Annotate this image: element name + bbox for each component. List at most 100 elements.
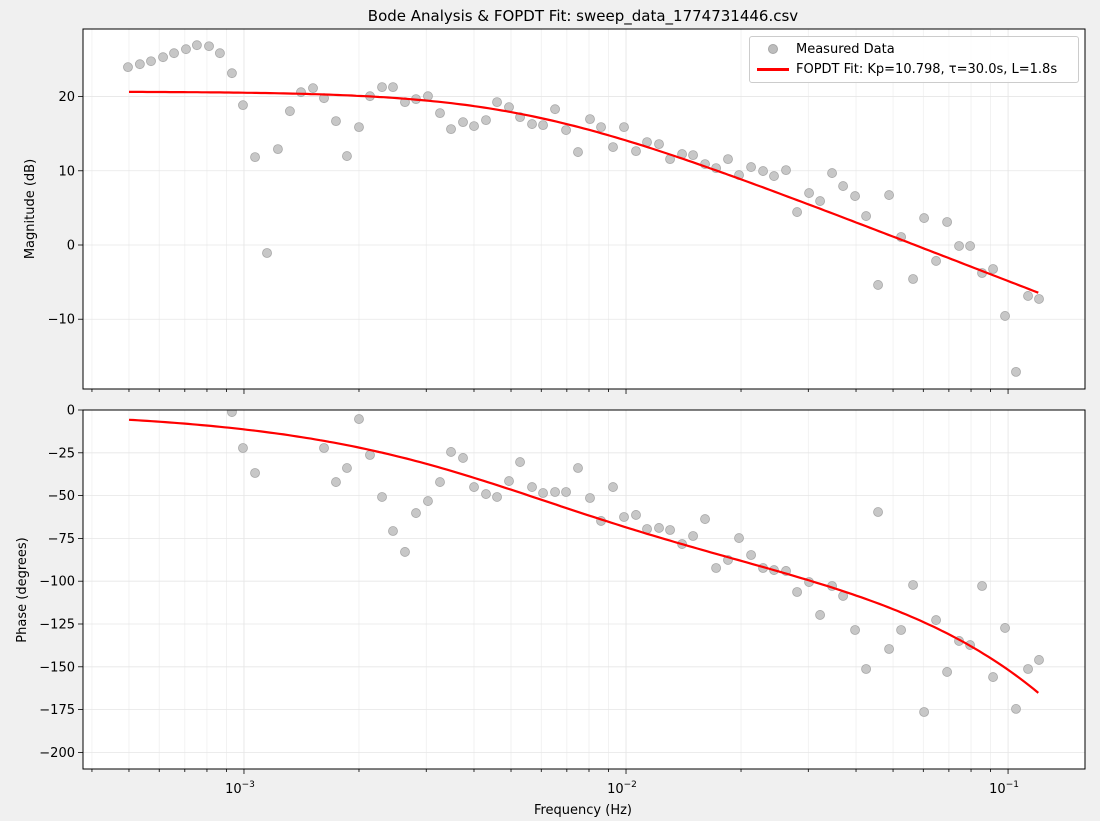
measured-point	[308, 83, 318, 94]
measured-point	[631, 146, 641, 157]
y-tick-label: −75	[48, 532, 75, 547]
measured-point	[908, 580, 918, 590]
x-tick-base: 10	[989, 782, 1006, 797]
measured-point	[342, 151, 352, 161]
legend-item-fit: FOPDT Fit: Kp=10.798, τ=30.0s, L=1.8s	[750, 59, 1057, 79]
measured-point	[446, 447, 456, 457]
measured-point	[227, 68, 237, 79]
chart-title: Bode Analysis & FOPDT Fit: sweep_data_17…	[368, 7, 799, 26]
legend-label-measured: Measured Data	[796, 41, 895, 57]
fit-line-icon	[757, 67, 789, 71]
measured-point	[550, 487, 560, 497]
measured-point	[331, 477, 341, 487]
measured-point	[942, 217, 952, 227]
measured-point	[550, 104, 560, 115]
measured-point	[711, 563, 721, 573]
measured-point	[758, 166, 768, 176]
fopdt-fit-line	[129, 90, 1039, 294]
measured-point	[827, 168, 837, 178]
measured-point	[1011, 366, 1021, 377]
measured-point	[238, 100, 248, 111]
measured-point	[781, 165, 791, 176]
measured-point	[931, 256, 941, 266]
y-tick-label: 20	[58, 90, 75, 105]
measured-point	[861, 664, 871, 674]
measured-point	[873, 507, 883, 517]
measured-point	[215, 48, 225, 59]
measured-point	[815, 610, 825, 620]
measured-point	[469, 121, 479, 131]
measured-point	[1000, 311, 1010, 321]
measured-point	[227, 410, 237, 417]
measured-point	[654, 523, 664, 533]
y-tick-label: −125	[39, 617, 75, 632]
y-tick-label: −50	[48, 489, 75, 504]
measured-point	[1034, 655, 1044, 665]
x-tick-exponent: −3	[242, 780, 255, 790]
measured-point	[458, 117, 468, 128]
y-tick-label: −150	[39, 660, 75, 675]
measured-point	[538, 488, 548, 498]
measured-point	[1023, 291, 1033, 301]
measured-point	[815, 196, 825, 206]
measured-point	[908, 274, 918, 284]
measured-point	[688, 531, 698, 541]
measured-point	[1000, 623, 1010, 633]
measured-point	[492, 492, 502, 502]
measured-marker-icon	[768, 44, 778, 54]
measured-point	[619, 122, 629, 133]
y-tick-label: 10	[58, 164, 75, 179]
phase-y-label: Phase (degrees)	[15, 537, 30, 642]
legend-item-measured: Measured Data	[750, 39, 895, 59]
x-tick-exponent: −1	[1006, 780, 1019, 790]
measured-point	[146, 56, 156, 67]
measured-point	[919, 707, 930, 717]
measured-point	[423, 496, 433, 506]
measured-point	[285, 106, 295, 117]
measured-point	[527, 119, 537, 129]
plot-frame	[82, 28, 1086, 390]
legend-label-fit: FOPDT Fit: Kp=10.798, τ=30.0s, L=1.8s	[796, 61, 1058, 77]
x-tick-label: 10−2	[607, 780, 637, 797]
x-tick-base: 10	[225, 782, 242, 797]
measured-point	[988, 264, 998, 274]
measured-point	[481, 489, 491, 499]
plot-area	[83, 29, 1085, 389]
y-tick-label: −10	[48, 313, 75, 328]
measured-point	[977, 581, 987, 591]
measured-point	[181, 44, 191, 55]
measured-point	[919, 213, 930, 223]
y-tick-label: −25	[48, 446, 75, 461]
series-measured	[123, 40, 1044, 377]
measured-point	[850, 625, 860, 635]
measured-point	[400, 547, 410, 557]
y-tick-label: −200	[39, 746, 75, 761]
y-tick-label: 0	[67, 404, 75, 419]
measured-point	[585, 493, 595, 503]
measured-point	[688, 150, 698, 161]
magnitude-plot: −10 0 10 20	[48, 28, 1086, 394]
measured-point	[1034, 294, 1044, 304]
measured-point	[354, 414, 364, 424]
measured-point	[204, 41, 214, 52]
measured-point	[838, 181, 848, 191]
measured-point	[792, 207, 802, 217]
measured-point	[654, 139, 664, 150]
measured-point	[988, 672, 998, 682]
measured-point	[492, 97, 502, 108]
measured-point	[942, 667, 952, 677]
measured-point	[573, 463, 583, 473]
measured-point	[377, 82, 387, 93]
measured-point	[746, 162, 756, 172]
measured-point	[411, 508, 421, 518]
measured-point	[365, 450, 375, 460]
measured-point	[527, 482, 537, 492]
measured-point	[954, 241, 964, 251]
plot-area	[83, 410, 1085, 769]
x-tick-exponent: −2	[624, 780, 637, 790]
measured-point	[250, 468, 260, 478]
measured-point	[700, 514, 710, 524]
measured-point	[769, 171, 779, 181]
